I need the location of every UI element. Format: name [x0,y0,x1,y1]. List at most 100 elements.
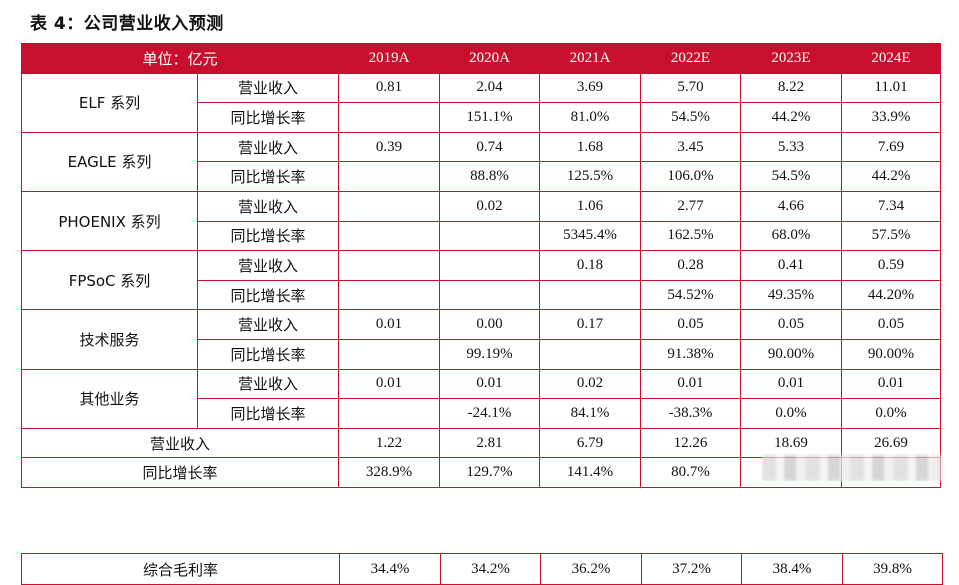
table-cell: 99.19% [439,338,541,370]
table-cell: 18.69 [740,427,843,459]
year-header: 2020A [439,43,541,74]
table-cell: 4.66 [740,190,843,222]
segment-revenue-row: ELF 系列 营业收入 0.81 2.04 3.69 5.70 8.22 11.01 [21,72,942,133]
segment-name: 其他业务 [21,368,198,429]
table-cell [338,398,441,429]
table-cell: 1.22 [338,427,441,459]
segment-growth-row: 同比增长率 -24.1% 84.1% -38.3% 0.0% 0.0% [22,398,942,429]
year-header: 2022E [640,43,742,74]
table-cell: 0.02 [539,368,642,400]
total-growth-label: 同比增长率 [20,457,340,488]
table-cell: 54.5% [640,102,742,133]
table-cell [338,279,441,311]
table-cell: 44.2% [841,161,942,192]
table-cell: 38.4% [741,553,843,585]
table-cell: 1.68 [539,131,642,163]
table-cell: 68.0% [740,220,843,252]
growth-label: 同比增长率 [196,102,340,133]
segment-growth-row: 同比增长率 5345.4% 162.5% 68.0% 57.5% [22,220,942,252]
table-cell [338,102,441,133]
table-cell: 7.69 [841,131,942,163]
table-cell: 54.52% [640,279,742,311]
table-cell [439,250,541,281]
table-cell: 49.35% [740,279,843,311]
table-cell: 81.0% [539,102,642,133]
table-cell [539,279,642,311]
table-cell: 36.2% [540,553,642,585]
table-cell: 0.81 [338,72,441,104]
table-cell: 44.2% [740,102,843,133]
year-header: 2024E [841,43,942,74]
table-cell: 2.04 [439,72,541,104]
table-cell: -38.3% [640,398,742,429]
table-cell [338,161,441,192]
table-cell: 80.7% [640,457,742,488]
table-cell [338,250,441,281]
total-revenue-label: 营业收入 [20,427,340,459]
table-cell: 0.17 [539,309,642,340]
revenue-label: 营业收入 [196,368,340,400]
revenue-label: 营业收入 [196,131,340,163]
segment-growth-row: 同比增长率 88.8% 125.5% 106.0% 54.5% 44.2% [22,161,942,192]
gross-margin-label: 综合毛利率 [21,553,340,585]
segment-name: 技术服务 [21,309,198,370]
table-cell: 1.06 [539,190,642,222]
table-cell: 106.0% [640,161,742,192]
table-cell: 54.5% [740,161,843,192]
header-row: 单位：亿元 2019A 2020A 2021A 2022E 2023E 2024… [20,43,942,74]
table-cell: 0.01 [740,368,843,400]
segment-revenue-row: PHOENIX 系列 营业收入 0.02 1.06 2.77 4.66 7.34 [21,190,942,252]
segment-revenue-row: 技术服务 营业收入 0.01 0.00 0.17 0.05 0.05 0.05 [21,309,942,370]
table-cell: 162.5% [640,220,742,252]
table-cell [439,279,541,311]
year-header: 2023E [740,43,843,74]
segment-name: PHOENIX 系列 [21,190,198,252]
table-title: 表 4：公司营业收入预测 [30,14,224,34]
table-cell: 33.9% [841,102,942,133]
table-cell: 328.9% [338,457,441,488]
table-cell: -24.1% [439,398,541,429]
segment-growth-row: 同比增长率 54.52% 49.35% 44.20% [22,279,942,311]
revenue-label: 营业收入 [196,190,340,222]
table-cell: 129.7% [439,457,541,488]
table-cell: 91.38% [640,338,742,370]
table-cell: 0.18 [539,250,642,281]
table-cell: 34.4% [339,553,441,585]
table-cell: 90.00% [740,338,843,370]
table-cell: 90.00% [841,338,942,370]
table-cell: 0.01 [338,368,441,400]
table-cell: 12.26 [640,427,742,459]
table-cell: 0.01 [338,309,441,340]
table-cell: 2.81 [439,427,541,459]
segment-revenue-row: EAGLE 系列 营业收入 0.39 0.74 1.68 3.45 5.33 7.69 [21,131,942,192]
segment-revenue-row: 其他业务 营业收入 0.01 0.01 0.02 0.01 0.01 0.01 [21,368,942,429]
segment-name: EAGLE 系列 [21,131,198,192]
table-cell: 125.5% [539,161,642,192]
year-header: 2021A [539,43,642,74]
table-cell: 141.4% [539,457,642,488]
table-cell: 7.34 [841,190,942,222]
table-cell: 0.0% [740,398,843,429]
table-cell: 6.79 [539,427,642,459]
segment-name: FPSoC 系列 [21,250,198,311]
table-cell [338,338,441,370]
growth-label: 同比增长率 [196,338,340,370]
table-cell: 0.0% [841,398,942,429]
table-cell: 0.41 [740,250,843,281]
table-cell: 151.1% [439,102,541,133]
total-revenue-row: 营业收入 1.22 2.81 6.79 12.26 18.69 26.69 [20,427,942,459]
blurred-watermark [762,455,942,481]
table-cell: 0.01 [439,368,541,400]
segment-name: ELF 系列 [21,72,198,133]
growth-label: 同比增长率 [196,220,340,252]
table-cell: 88.8% [439,161,541,192]
revenue-forecast-table: 单位：亿元 2019A 2020A 2021A 2022E 2023E 2024… [20,43,942,488]
revenue-label: 营业收入 [196,250,340,281]
table-cell: 0.01 [841,368,942,400]
year-header: 2019A [338,43,441,74]
growth-label: 同比增长率 [196,161,340,192]
table-cell: 0.05 [740,309,843,340]
table-cell [338,220,441,252]
table-cell: 34.2% [440,553,541,585]
table-cell: 2.77 [640,190,742,222]
